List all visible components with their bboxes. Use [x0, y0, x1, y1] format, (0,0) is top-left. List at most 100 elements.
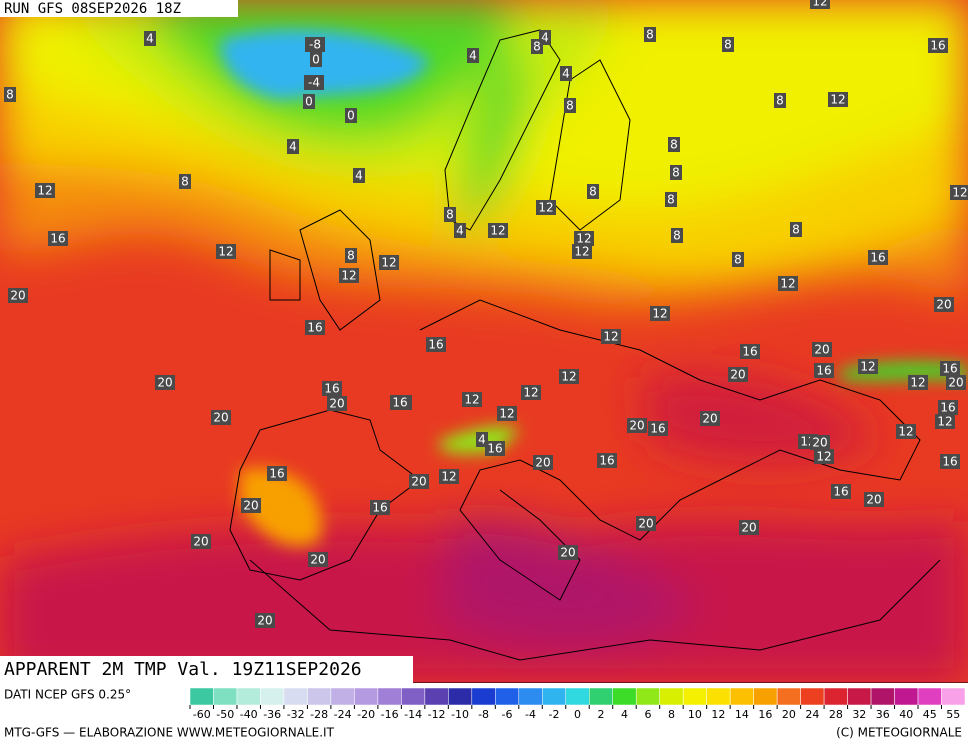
colorbar-label: -50 [216, 708, 234, 721]
contour-label: 4 [289, 140, 297, 154]
contour-label: 12 [574, 245, 589, 259]
contour-label: 12 [381, 256, 396, 270]
contour-label: 20 [638, 517, 653, 531]
contour-label: 0 [347, 109, 355, 123]
contour-label: 16 [599, 454, 614, 468]
colorbar-swatch [612, 687, 637, 706]
contour-label-bg [650, 306, 670, 321]
colorbar-label: -60 [193, 708, 211, 721]
contour-label-bg [287, 139, 299, 154]
contour-label: -8 [309, 38, 321, 52]
colorbar-label: 40 [899, 708, 913, 721]
contour-label-bg [439, 469, 459, 484]
contour-label: 12 [538, 201, 553, 215]
contour-label-bg [644, 27, 656, 42]
colorbar-swatch [635, 687, 660, 706]
contour-label: 16 [324, 382, 339, 396]
contour-label: 8 [533, 40, 541, 54]
contour-label: 12 [830, 93, 845, 107]
colorbar-label: 12 [711, 708, 725, 721]
colorbar-swatch [847, 687, 872, 706]
contour-label-bg [810, 435, 830, 450]
contour-label: 16 [940, 401, 955, 415]
contour-label-bg [700, 411, 720, 426]
contour-label: 16 [942, 455, 957, 469]
colorbar-label: -10 [451, 708, 469, 721]
contour-label-bg [345, 248, 357, 263]
contour-label: 12 [464, 393, 479, 407]
contour-label: 8 [6, 88, 14, 102]
contour-label: 12 [218, 245, 233, 259]
colorbar-swatch [283, 687, 308, 706]
contour-label: 12 [780, 277, 795, 291]
contour-label-bg [774, 93, 786, 108]
colorbar-label: -6 [502, 708, 513, 721]
contour-label: 12 [441, 470, 456, 484]
contour-label-bg [934, 297, 954, 312]
contour-label-bg [409, 474, 429, 489]
contour-label: 8 [734, 253, 742, 267]
contour-label-bg [858, 359, 878, 374]
contour-label: 20 [213, 411, 228, 425]
contour-label-bg [559, 369, 579, 384]
contour-label-bg [48, 231, 68, 246]
colorbar-label: 36 [876, 708, 890, 721]
contour-label-bg [467, 48, 479, 63]
colorbar-label: -4 [525, 708, 536, 721]
colorbar-swatch [706, 687, 731, 706]
colorbar-label: -28 [310, 708, 328, 721]
colorbar-label: -2 [549, 708, 560, 721]
contour-label-bg [935, 414, 955, 429]
run-title: RUN GFS 08SEP2026 18Z [4, 1, 181, 17]
contour-label-bg [648, 421, 668, 436]
contour-label: 20 [257, 614, 272, 628]
colorbar-label: 2 [597, 708, 604, 721]
contour-label-bg [938, 400, 958, 415]
contour-label-bg [740, 344, 760, 359]
contour-label-bg [564, 98, 576, 113]
run-box [0, 0, 238, 17]
contour-label: 20 [193, 535, 208, 549]
contour-label-bg [531, 39, 543, 54]
contour-label-bg [241, 498, 261, 513]
colorbar-label: -8 [478, 708, 489, 721]
contour-label-bg [327, 396, 347, 411]
contour-label-bg [627, 418, 647, 433]
contour-label: 4 [355, 169, 363, 183]
contour-label-bg [814, 363, 834, 378]
contour-label-bg [572, 244, 592, 259]
colorbar-swatch [823, 687, 848, 706]
contour-label: 12 [523, 386, 538, 400]
contour-label-bg [390, 395, 410, 410]
contour-label-bg [560, 66, 572, 81]
colorbar-label: -40 [240, 708, 258, 721]
colorbar-label: 24 [805, 708, 819, 721]
colorbar-swatch [542, 687, 567, 706]
contour-label: 8 [589, 185, 597, 199]
contour-label: 16 [650, 422, 665, 436]
contour-label: 16 [742, 345, 757, 359]
contour-label-bg [488, 223, 508, 238]
source: DATI NCEP GFS 0.25° [4, 688, 131, 702]
contour-label-bg [521, 385, 541, 400]
colorbar-swatch [236, 687, 261, 706]
colorbar-label: -20 [357, 708, 375, 721]
contour-label-bg [308, 552, 328, 567]
contour-label: 8 [724, 38, 732, 52]
colorbar-swatch [448, 687, 473, 706]
contour-label: 12 [910, 376, 925, 390]
contour-label-bg [722, 37, 734, 52]
colorbar-label: -32 [287, 708, 305, 721]
colorbar-label: -36 [263, 708, 281, 721]
contour-label: 16 [269, 467, 284, 481]
contour-label: 12 [652, 307, 667, 321]
field-box [0, 656, 413, 683]
contour-label-bg [144, 31, 156, 46]
field-title: APPARENT 2M TMP Val. 19Z11SEP2026 [4, 659, 362, 680]
contour-label-bg [353, 168, 365, 183]
contour-label: 4 [478, 433, 486, 447]
contour-label-bg [665, 192, 677, 207]
contour-label: 16 [428, 338, 443, 352]
colorbar-label: 32 [852, 708, 866, 721]
contour-label-bg [950, 185, 968, 200]
